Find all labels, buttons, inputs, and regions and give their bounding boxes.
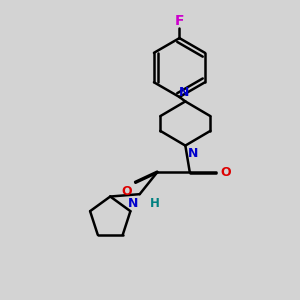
- Text: H: H: [150, 197, 160, 210]
- Text: O: O: [221, 166, 231, 178]
- Text: N: N: [179, 86, 189, 99]
- Text: N: N: [188, 147, 199, 160]
- Text: F: F: [175, 14, 184, 28]
- Text: O: O: [121, 185, 132, 198]
- Text: N: N: [128, 197, 138, 210]
